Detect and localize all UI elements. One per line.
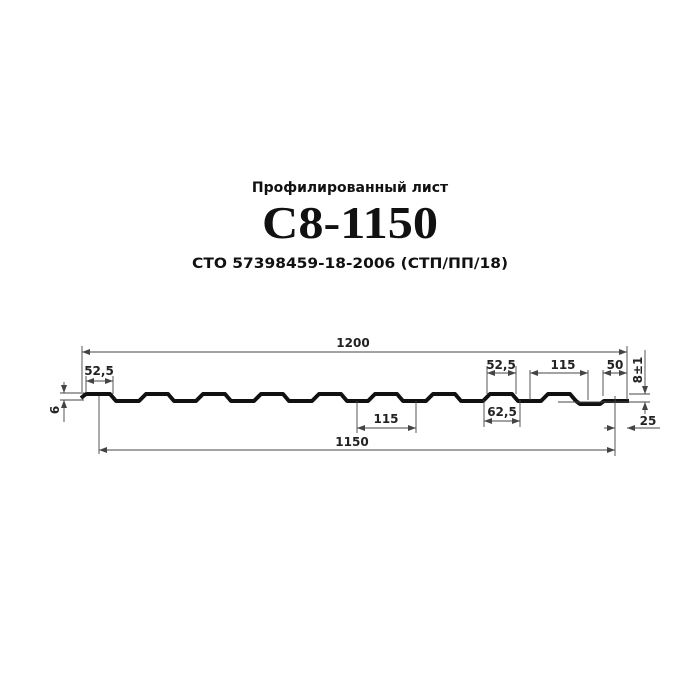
dimension-lines (60, 346, 660, 456)
dim-crest-bottom: 62,5 (487, 405, 517, 419)
drawing-subtitle: Профилированный лист (252, 180, 449, 196)
dim-height: 8±1 (631, 357, 645, 384)
dim-useful-width: 1150 (335, 435, 368, 449)
dim-small-height: 6 (48, 406, 62, 414)
standard-code: СТО 57398459-18-2006 (СТП/ПП/18) (192, 256, 508, 272)
dim-crest-top-right: 52,5 (486, 358, 516, 372)
dim-edge: 50 (607, 358, 624, 372)
drawing-title: С8-1150 (262, 197, 438, 248)
dim-crest-top-left: 52,5 (84, 364, 114, 378)
dim-overlap: 25 (640, 414, 657, 428)
dim-pitch-top: 115 (550, 358, 575, 372)
dim-total-width: 1200 (336, 336, 369, 350)
dim-pitch-bottom: 115 (373, 412, 398, 426)
sheet-profile (79, 392, 629, 406)
